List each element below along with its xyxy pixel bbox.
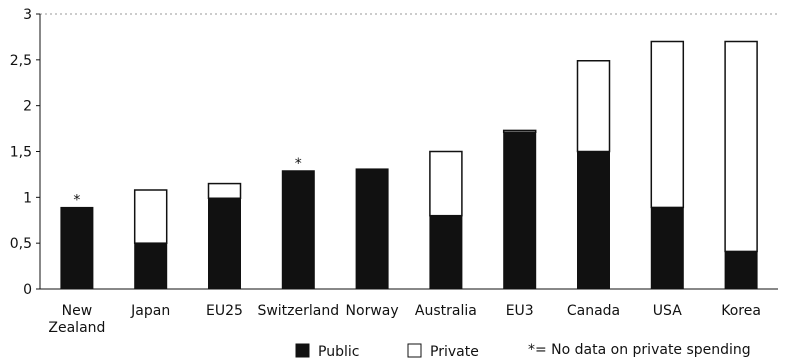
- category-label-line: New: [62, 303, 93, 319]
- bar-public-japan: [134, 242, 168, 290]
- bar-private-australia: [429, 150, 463, 217]
- legend-label-public: Public: [318, 344, 359, 360]
- y-tick-label: 3: [23, 7, 32, 23]
- category-label: EU3: [506, 303, 534, 319]
- legend-label-private: Private: [430, 344, 479, 360]
- y-tick-label: 0,5: [10, 236, 32, 252]
- bar-public-australia: [429, 215, 463, 290]
- bar-public-norway: [355, 168, 389, 290]
- bars: **: [60, 40, 758, 290]
- category-label: Korea: [721, 303, 761, 319]
- asterisk-no-private-data: *: [295, 156, 302, 172]
- category-label-line: Canada: [567, 303, 620, 319]
- category-label-line: Norway: [346, 303, 399, 319]
- bar-public-korea: [724, 250, 758, 290]
- y-tick-label: 2: [23, 99, 32, 115]
- bar-public-eu25: [208, 197, 241, 290]
- legend: Public Private: [295, 343, 479, 360]
- category-label-line: EU25: [206, 303, 243, 319]
- category-label: Canada: [567, 303, 620, 319]
- bar-private-eu3: [502, 129, 537, 134]
- category-label-line: Zealand: [48, 320, 105, 336]
- category-label-line: Australia: [415, 303, 477, 319]
- category-label: New Zealand: [48, 303, 105, 336]
- category-label-line: Japan: [130, 303, 170, 319]
- footnote-no-private-data: *= No data on private spending: [528, 342, 751, 358]
- bar-private-canada: [576, 60, 611, 153]
- y-tick-label: 1,5: [10, 145, 32, 161]
- category-label-line: Switzerland: [257, 303, 339, 319]
- legend-swatch-private: [407, 343, 422, 358]
- category-label: USA: [653, 303, 682, 319]
- y-tick-label: 2,5: [10, 53, 32, 69]
- y-tick-label: 1: [23, 190, 32, 206]
- bar-public-canada: [577, 151, 610, 290]
- bar-private-eu25: [207, 182, 242, 199]
- bar-private-japan: [133, 189, 168, 244]
- asterisk-no-private-data: *: [73, 192, 80, 208]
- bar-public-new-zealand: [60, 206, 94, 290]
- category-label-line: USA: [653, 303, 682, 319]
- category-label: Norway: [346, 303, 399, 319]
- y-tick-label: 0: [23, 282, 32, 298]
- category-label: Switzerland: [257, 303, 339, 319]
- bar-public-usa: [650, 206, 684, 290]
- y-axis-ticks: 0 0,5 1 1,5 2 2,5 3: [10, 7, 40, 298]
- bar-public-switzerland: [281, 170, 315, 290]
- bar-private-usa: [650, 40, 685, 209]
- category-labels: New Zealand Japan EU25 Switzerland Norway Aust…: [48, 303, 761, 336]
- category-label: Australia: [415, 303, 477, 319]
- category-label-line: EU3: [506, 303, 534, 319]
- bar-private-korea: [724, 40, 758, 253]
- legend-swatch-public: [295, 343, 310, 358]
- category-label: Japan: [130, 303, 170, 319]
- category-label-line: Korea: [721, 303, 761, 319]
- category-label: EU25: [206, 303, 243, 319]
- bar-public-eu3: [503, 131, 537, 290]
